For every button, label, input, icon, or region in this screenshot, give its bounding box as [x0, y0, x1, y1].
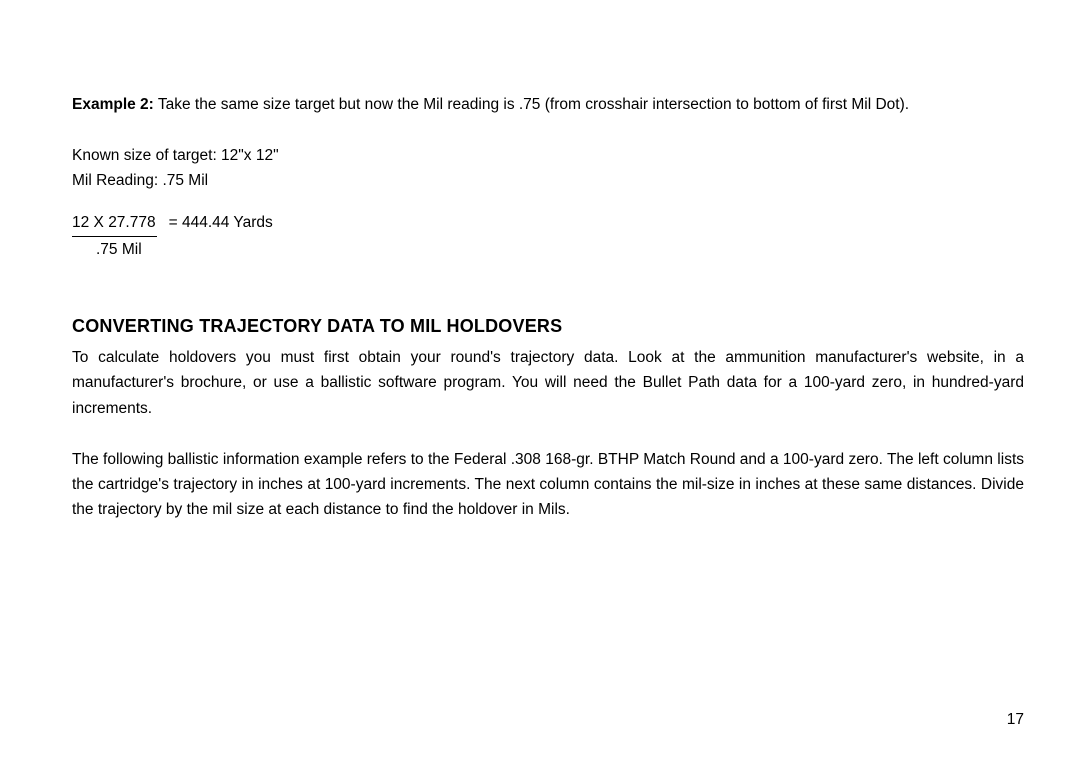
example-text: Take the same size target but now the Mi… — [154, 96, 909, 113]
calculation-block: 12 X 27.778 .75 Mil = 444.44 Yards — [72, 211, 1024, 262]
page-number: 17 — [1007, 711, 1024, 729]
calculation-fraction: 12 X 27.778 .75 Mil — [72, 211, 157, 262]
calculation-denominator: .75 Mil — [72, 237, 157, 262]
mil-reading-line: Mil Reading: .75 Mil — [72, 168, 1024, 193]
section-paragraph-2: The following ballistic information exam… — [72, 447, 1024, 522]
example-label: Example 2: — [72, 96, 154, 113]
calculation-row: 12 X 27.778 .75 Mil = 444.44 Yards — [72, 211, 1024, 262]
page-content: Example 2: Take the same size target but… — [72, 92, 1024, 548]
section-paragraph-1: To calculate holdovers you must first ob… — [72, 345, 1024, 420]
calculation-result: = 444.44 Yards — [157, 211, 273, 235]
example-paragraph: Example 2: Take the same size target but… — [72, 92, 1024, 117]
known-size-line: Known size of target: 12"x 12" — [72, 143, 1024, 168]
calculation-numerator: 12 X 27.778 — [72, 211, 157, 237]
section-heading: CONVERTING TRAJECTORY DATA TO MIL HOLDOV… — [72, 316, 1024, 337]
known-values-block: Known size of target: 12"x 12" Mil Readi… — [72, 143, 1024, 193]
